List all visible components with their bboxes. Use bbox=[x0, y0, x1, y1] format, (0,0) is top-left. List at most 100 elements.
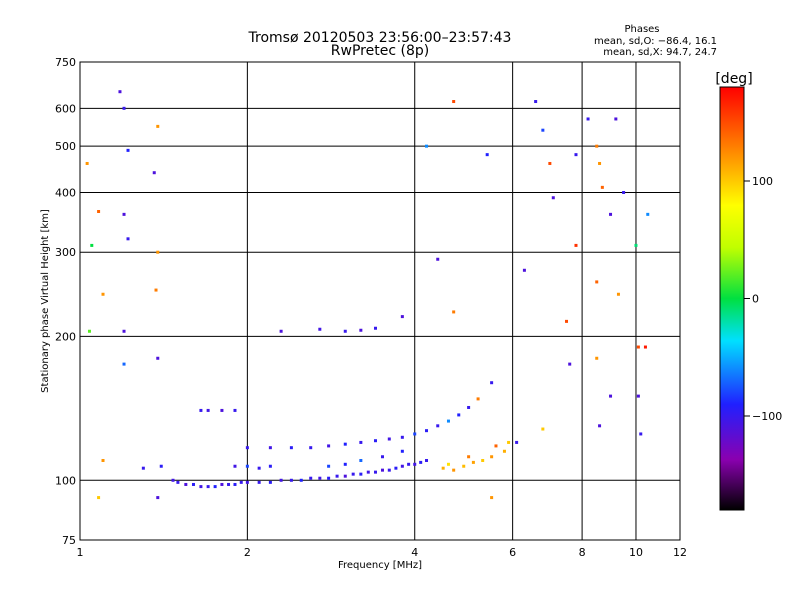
data-point bbox=[490, 381, 494, 385]
data-point bbox=[154, 288, 158, 292]
data-point bbox=[380, 468, 384, 472]
data-point bbox=[289, 446, 293, 450]
colorbar: [deg] 100 0 −100 bbox=[715, 71, 782, 511]
data-point bbox=[289, 478, 293, 482]
data-point bbox=[126, 237, 130, 241]
x-axis-label: Frequency [MHz] bbox=[338, 560, 422, 571]
colorbar-tick-label: 100 bbox=[752, 175, 773, 188]
data-point bbox=[156, 250, 160, 254]
y-tick-label: 400 bbox=[55, 186, 76, 199]
data-point bbox=[598, 161, 602, 165]
data-point bbox=[359, 458, 363, 462]
data-point bbox=[122, 329, 126, 333]
data-point bbox=[574, 243, 578, 247]
data-point bbox=[595, 280, 599, 284]
data-point bbox=[299, 478, 303, 482]
grid-lines bbox=[80, 62, 680, 540]
data-point bbox=[245, 446, 249, 450]
data-point bbox=[419, 460, 423, 464]
data-point bbox=[359, 472, 363, 476]
data-point bbox=[407, 462, 411, 466]
data-point bbox=[268, 480, 272, 484]
data-point bbox=[467, 405, 471, 409]
data-point bbox=[87, 329, 91, 333]
data-point bbox=[199, 408, 203, 412]
data-point bbox=[191, 482, 195, 486]
data-point bbox=[101, 458, 105, 462]
data-point bbox=[646, 212, 650, 216]
data-point bbox=[636, 394, 640, 398]
y-tick-label: 600 bbox=[55, 102, 76, 115]
data-point bbox=[233, 408, 237, 412]
data-point bbox=[515, 440, 519, 444]
data-point bbox=[156, 124, 160, 128]
data-point bbox=[268, 464, 272, 468]
data-point bbox=[441, 466, 445, 470]
data-point bbox=[471, 460, 475, 464]
y-tick-label: 750 bbox=[55, 56, 76, 69]
data-point bbox=[609, 394, 613, 398]
data-point bbox=[279, 478, 283, 482]
data-point bbox=[327, 476, 331, 480]
data-point bbox=[425, 144, 429, 148]
data-point bbox=[343, 442, 347, 446]
data-point bbox=[245, 464, 249, 468]
data-point bbox=[387, 437, 391, 441]
data-point bbox=[268, 446, 272, 450]
data-point bbox=[122, 212, 126, 216]
x-tick-label: 10 bbox=[629, 546, 643, 559]
data-point bbox=[413, 432, 417, 436]
data-point bbox=[220, 408, 224, 412]
data-point bbox=[616, 292, 620, 296]
data-point bbox=[233, 464, 237, 468]
data-point bbox=[171, 478, 175, 482]
data-point bbox=[118, 90, 122, 94]
data-point bbox=[318, 327, 322, 331]
colorbar-tick-label: 0 bbox=[752, 293, 759, 306]
x-tick-label: 1 bbox=[77, 546, 84, 559]
x-tick-labels: 1 2 4 6 8 10 12 bbox=[77, 546, 688, 559]
data-point bbox=[541, 128, 545, 132]
data-point bbox=[565, 319, 569, 323]
data-point bbox=[502, 449, 506, 453]
data-point bbox=[156, 356, 160, 360]
data-point bbox=[373, 326, 377, 330]
data-point bbox=[318, 476, 322, 480]
data-point bbox=[636, 345, 640, 349]
data-point bbox=[184, 482, 188, 486]
data-point bbox=[534, 100, 538, 104]
data-points bbox=[85, 90, 650, 500]
chart-subtitle: RwPretec (8p) bbox=[331, 43, 429, 59]
data-point bbox=[141, 466, 145, 470]
y-tick-label: 300 bbox=[55, 246, 76, 259]
data-point bbox=[548, 161, 552, 165]
y-tick-label: 500 bbox=[55, 140, 76, 153]
data-point bbox=[327, 464, 331, 468]
data-point bbox=[436, 424, 440, 428]
data-point bbox=[400, 435, 404, 439]
data-point bbox=[335, 474, 339, 478]
data-point bbox=[159, 464, 163, 468]
data-point bbox=[452, 468, 456, 472]
y-tick-labels: 75 100 200 300 400 500 600 750 bbox=[55, 56, 76, 547]
data-point bbox=[643, 345, 647, 349]
data-point bbox=[126, 148, 130, 152]
colorbar-tick-label: −100 bbox=[752, 410, 782, 423]
y-tick-label: 200 bbox=[55, 330, 76, 343]
data-point bbox=[309, 446, 313, 450]
data-point bbox=[595, 144, 599, 148]
x-tick-label: 12 bbox=[673, 546, 687, 559]
data-point bbox=[343, 462, 347, 466]
data-point bbox=[343, 474, 347, 478]
data-point bbox=[614, 117, 618, 121]
data-point bbox=[394, 466, 398, 470]
data-point bbox=[425, 458, 429, 462]
data-point bbox=[425, 429, 429, 433]
data-point bbox=[85, 161, 89, 165]
data-point bbox=[176, 480, 180, 484]
x-tick-label: 4 bbox=[411, 546, 418, 559]
data-point bbox=[257, 466, 261, 470]
data-point bbox=[97, 210, 101, 214]
x-tick-label: 8 bbox=[579, 546, 586, 559]
